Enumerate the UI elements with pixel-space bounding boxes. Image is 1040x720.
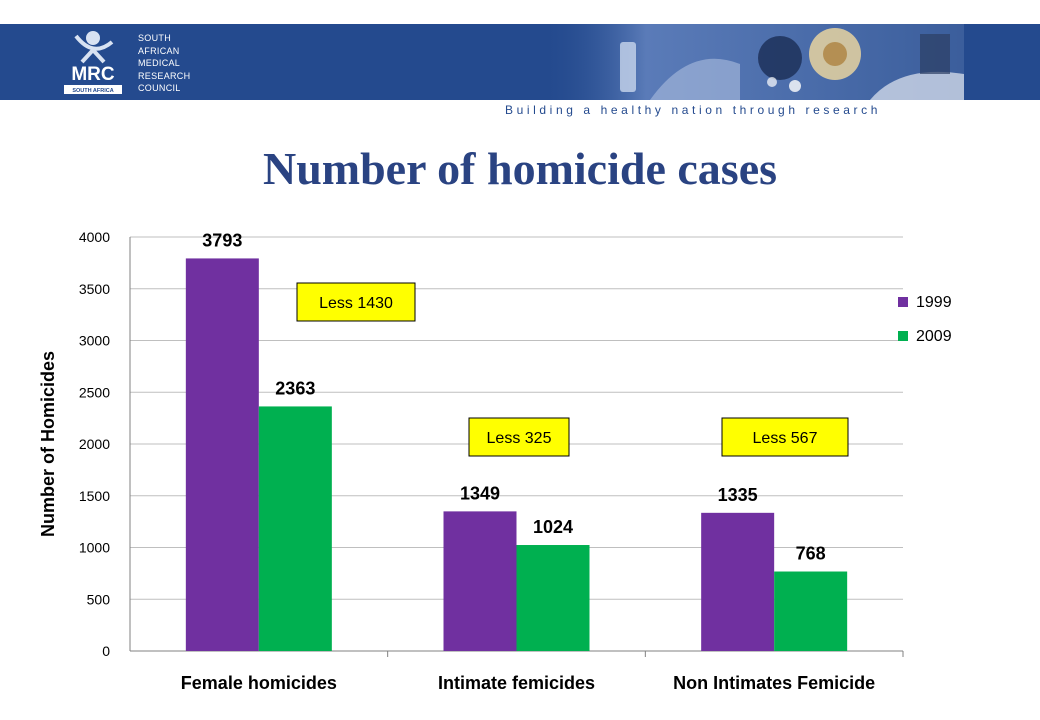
logo-text: MRC xyxy=(71,64,115,85)
y-tick-label: 3000 xyxy=(79,333,110,349)
x-tick-label: Non Intimates Femicide xyxy=(673,673,875,693)
org-line: MEDICAL xyxy=(138,58,181,68)
annotation-box xyxy=(721,417,849,457)
x-tick-label: Female homicides xyxy=(181,673,337,693)
data-label: 768 xyxy=(796,544,826,564)
legend-entry: 1999 xyxy=(916,294,952,311)
bar xyxy=(258,406,332,651)
banner-photo-collage xyxy=(540,24,964,100)
y-axis-label: Number of Homicides xyxy=(38,351,58,537)
tagline: Building a healthy nation through resear… xyxy=(505,103,882,117)
org-line: RESEARCH xyxy=(138,70,191,81)
data-label: 3793 xyxy=(202,230,242,250)
legend-swatch xyxy=(898,331,908,341)
y-tick-label: 4000 xyxy=(79,229,110,245)
x-tick-label: Intimate femicides xyxy=(438,673,595,693)
page-title: Number of homicide cases xyxy=(262,143,778,194)
bar xyxy=(774,571,848,651)
y-tick-label: 3500 xyxy=(79,281,110,297)
bar xyxy=(516,545,590,651)
data-label: 2363 xyxy=(275,378,315,398)
y-tick-label: 2500 xyxy=(79,384,110,400)
data-label: 1335 xyxy=(718,485,758,505)
data-label: 1024 xyxy=(533,517,573,537)
legend-entry: 2009 xyxy=(916,328,952,345)
annotation-text: Less 325 xyxy=(487,430,552,447)
bar xyxy=(443,511,517,651)
annotation-text: Less 567 xyxy=(753,430,818,447)
y-tick-label: 1000 xyxy=(79,540,110,556)
legend-swatch xyxy=(898,297,908,307)
header-banner: MRC SOUTH AFRICA SOUTH AFRICAN MEDICAL R… xyxy=(0,24,1040,100)
annotation-text: Less 1430 xyxy=(319,295,393,312)
org-line: SOUTH xyxy=(138,33,171,43)
annotation-box xyxy=(468,417,570,457)
annotation-box xyxy=(296,282,416,322)
mrc-logo-icon: MRC SOUTH AFRICA xyxy=(64,31,122,94)
y-tick-label: 0 xyxy=(102,643,110,659)
org-line: COUNCIL xyxy=(138,83,181,93)
org-line: AFRICAN xyxy=(138,45,180,56)
org-name: SOUTH AFRICAN MEDICAL RESEARCH COUNCIL xyxy=(138,32,190,95)
y-tick-label: 2000 xyxy=(79,436,110,452)
bar xyxy=(701,512,775,651)
bar xyxy=(185,258,259,651)
y-tick-label: 1500 xyxy=(79,488,110,504)
data-label: 1349 xyxy=(460,483,500,503)
logo-subtext: SOUTH AFRICA xyxy=(72,88,113,94)
mrc-logo: MRC SOUTH AFRICA SOUTH AFRICAN MEDICAL R… xyxy=(62,28,202,98)
y-tick-label: 500 xyxy=(87,591,111,607)
